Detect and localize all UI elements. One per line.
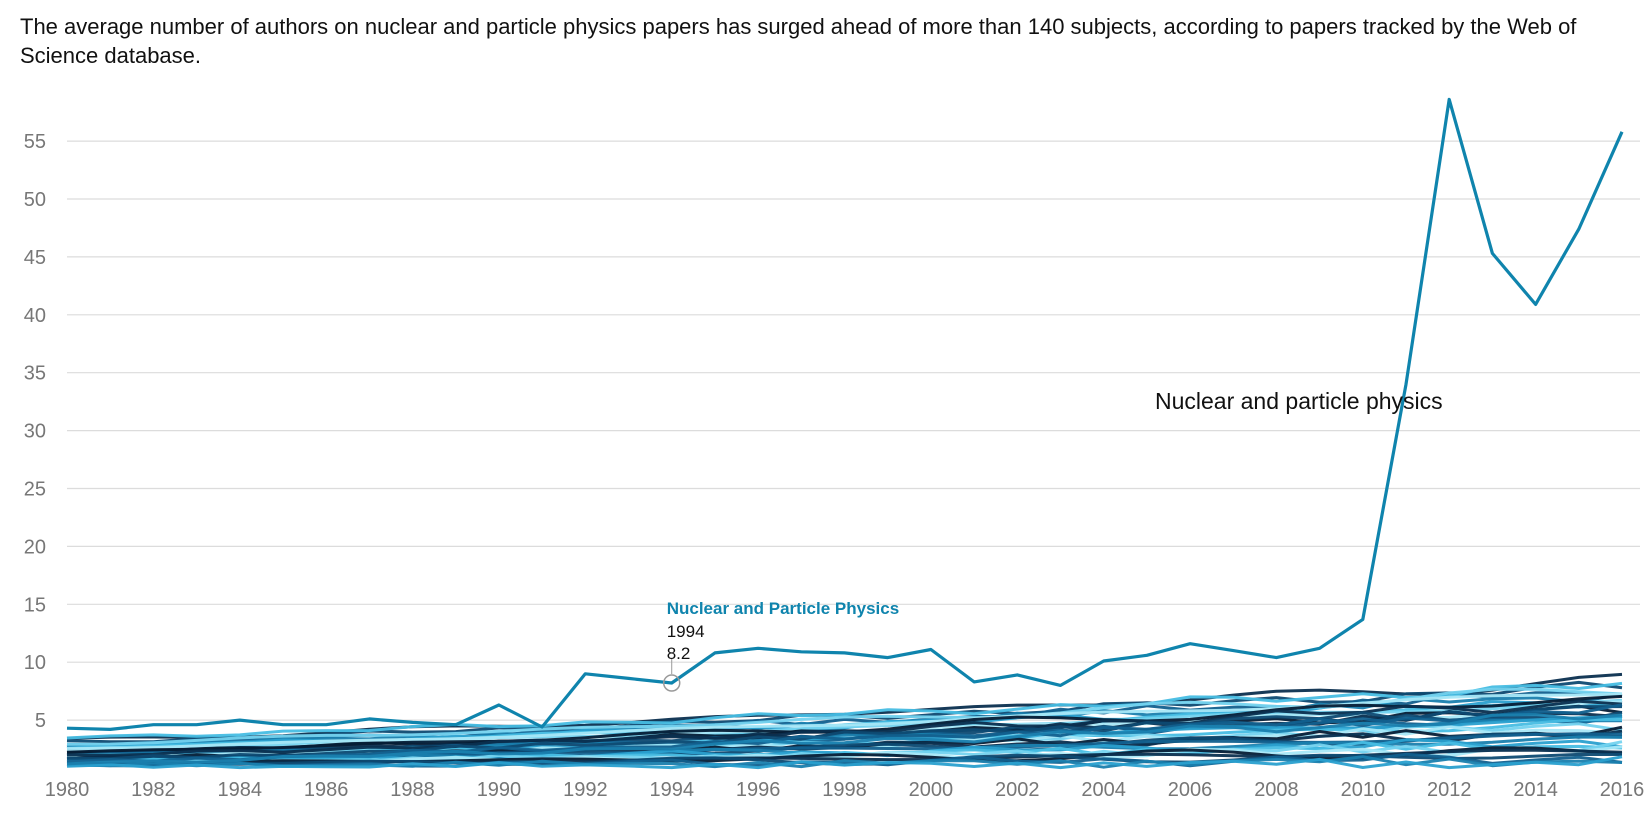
background-line-37 <box>66 705 1622 761</box>
tooltip-year: 1994 <box>667 622 705 641</box>
x-tick-label-1996: 1996 <box>736 779 781 801</box>
x-tick-label-1990: 1990 <box>477 779 522 801</box>
background-series <box>66 672 1623 770</box>
highlight-line <box>66 97 1624 732</box>
x-axis-ticks: 1980 1982 1984 1986 1988 1990 1992 1994 1996 1998… <box>45 779 1645 801</box>
x-tick-label-2016: 2016 <box>1600 779 1645 801</box>
y-tick-label-50: 50 <box>24 189 46 211</box>
background-line-31 <box>66 755 1623 770</box>
x-tick-label-1988: 1988 <box>390 779 435 801</box>
x-tick-label-1980: 1980 <box>45 779 90 801</box>
tooltip-marker <box>662 674 681 692</box>
tooltip: Nuclear and Particle Physics 1994 8.2 <box>662 599 899 692</box>
highlight-series[interactable] <box>66 97 1624 732</box>
x-tick-label-2002: 2002 <box>995 779 1040 801</box>
y-axis-ticks: 5 10 15 20 25 30 35 40 45 50 55 <box>24 131 46 732</box>
y-tick-label-55: 55 <box>24 131 46 153</box>
annotation-layer: Nuclear and particle physics <box>1155 388 1443 414</box>
y-tick-label-35: 35 <box>24 363 46 385</box>
y-tick-label-20: 20 <box>24 536 46 558</box>
x-tick-label-2008: 2008 <box>1254 779 1299 801</box>
y-tick-label-45: 45 <box>24 247 46 269</box>
x-tick-label-1982: 1982 <box>131 779 176 801</box>
x-tick-label-1994: 1994 <box>649 779 694 801</box>
x-tick-label-2000: 2000 <box>909 779 954 801</box>
y-tick-label-30: 30 <box>24 421 46 443</box>
background-line-39 <box>66 713 1623 766</box>
series-annotation: Nuclear and particle physics <box>1155 388 1443 414</box>
x-tick-label-1998: 1998 <box>822 779 867 801</box>
grid-layer <box>67 140 1640 721</box>
x-tick-label-2006: 2006 <box>1168 779 1213 801</box>
x-tick-label-1984: 1984 <box>218 779 263 801</box>
x-tick-label-1992: 1992 <box>563 779 608 801</box>
x-tick-label-2014: 2014 <box>1513 779 1558 801</box>
y-tick-label-5: 5 <box>35 710 46 732</box>
y-tick-label-15: 15 <box>24 594 46 616</box>
x-tick-label-1986: 1986 <box>304 779 349 801</box>
background-line-32 <box>66 681 1623 740</box>
tooltip-value: 8.2 <box>667 644 691 663</box>
y-tick-label-40: 40 <box>24 305 46 327</box>
y-tick-label-25: 25 <box>24 479 46 501</box>
x-tick-label-2010: 2010 <box>1341 779 1386 801</box>
tooltip-series-name: Nuclear and Particle Physics <box>667 599 899 618</box>
background-line-34 <box>66 692 1623 752</box>
x-tick-label-2004: 2004 <box>1081 779 1126 801</box>
y-tick-label-10: 10 <box>24 652 46 674</box>
x-tick-label-2012: 2012 <box>1427 779 1472 801</box>
chart-subtitle: The average number of authors on nuclear… <box>20 14 1577 68</box>
